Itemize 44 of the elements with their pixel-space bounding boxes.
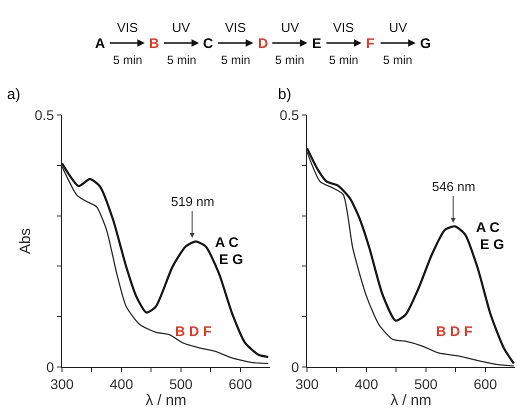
chart-title: b) <box>278 86 292 103</box>
annotation: B D F <box>436 323 473 339</box>
x-tick-label: 400 <box>354 376 378 392</box>
text: VIS <box>225 20 246 35</box>
text: D <box>258 35 268 51</box>
text: E <box>312 35 322 51</box>
x-tick-label: 600 <box>474 376 498 392</box>
y-tick-label: 0 <box>46 358 54 375</box>
text: UV <box>172 20 190 35</box>
text: VIS <box>117 20 138 35</box>
annotation: A C <box>215 234 239 250</box>
y-tick-label: 0.5 <box>280 106 300 123</box>
text: A <box>95 35 106 51</box>
annotation: 546 nm <box>432 179 476 194</box>
y-axis-title: Abs <box>16 228 34 254</box>
x-axis-title: λ / nm <box>146 392 186 409</box>
x-tick-label: 300 <box>50 376 74 392</box>
y-tick-label: 0.5 <box>34 106 54 123</box>
text: G <box>420 35 431 51</box>
text: C <box>203 35 214 51</box>
x-tick-label: 300 <box>295 376 319 392</box>
text: 5 min <box>383 53 412 67</box>
text: UV <box>281 20 300 35</box>
x-tick-label: 600 <box>228 376 252 392</box>
annotation: B D F <box>175 323 212 339</box>
text: 5 min <box>167 53 196 67</box>
x-axis-title: λ / nm <box>390 392 432 409</box>
text: F <box>366 35 375 51</box>
x-tick-label: 500 <box>169 376 193 392</box>
chart-title: a) <box>7 86 20 103</box>
text: 5 min <box>113 53 142 67</box>
annotation: A C <box>476 219 500 235</box>
text: VIS <box>333 20 354 35</box>
text: 5 min <box>221 53 250 67</box>
annotation: 519 nm <box>171 194 214 209</box>
text: UV <box>389 20 408 35</box>
y-tick-label: 0 <box>291 358 300 375</box>
text: 5 min <box>275 53 304 67</box>
text: B <box>149 35 160 51</box>
annotation: E G <box>219 251 244 267</box>
x-tick-label: 500 <box>414 376 438 392</box>
text: 5 min <box>329 53 358 67</box>
x-tick-label: 400 <box>110 376 134 392</box>
annotation: E G <box>480 236 504 252</box>
